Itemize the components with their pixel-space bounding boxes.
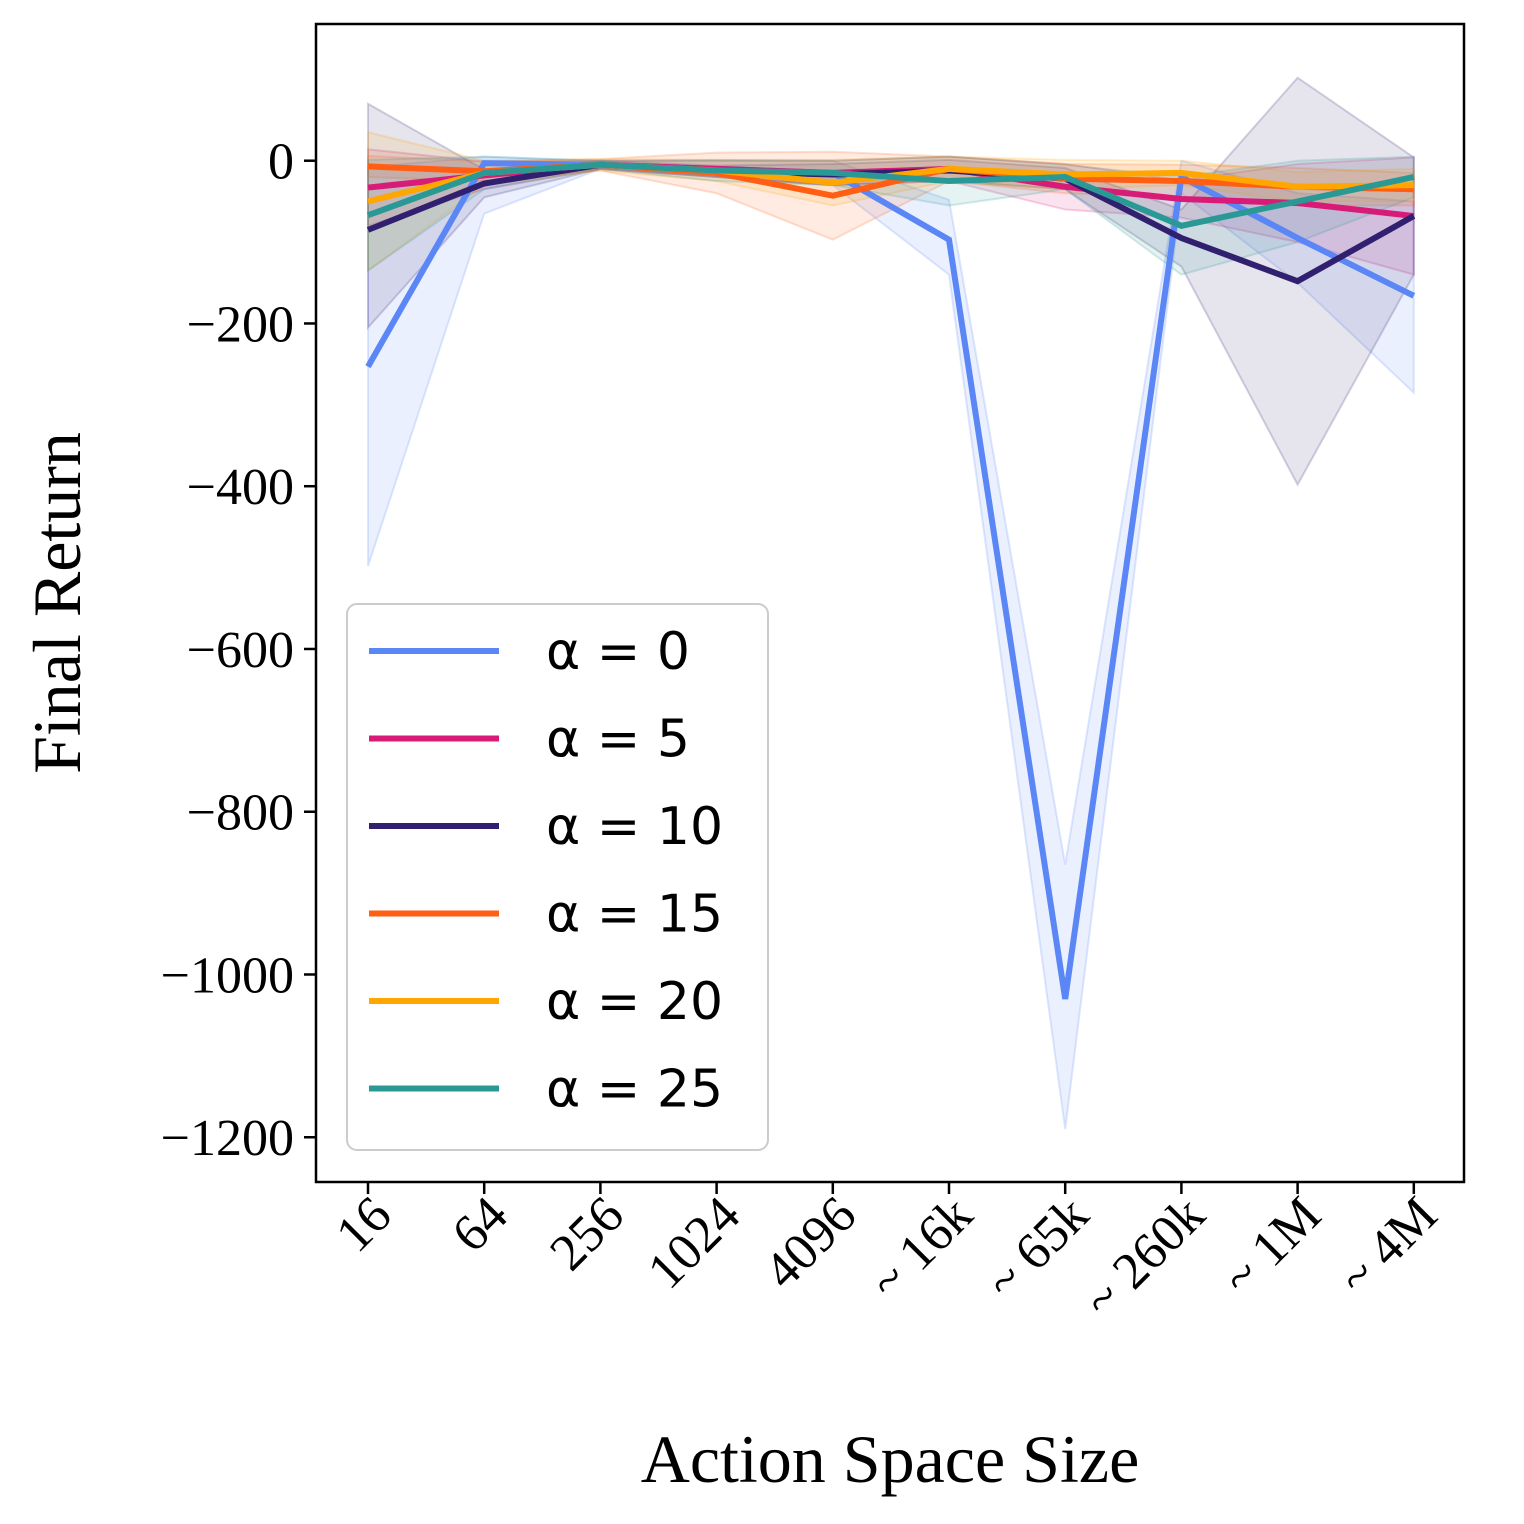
data-point-15-0	[365, 163, 371, 169]
y-axis-title: Final Return	[19, 432, 95, 774]
data-point-10-8	[1295, 278, 1301, 284]
data-point-5-0	[365, 185, 371, 191]
y-tick-label: −400	[187, 459, 294, 516]
data-point-5-7	[1178, 196, 1184, 202]
data-point-0-1	[481, 160, 487, 166]
data-point-25-4	[830, 170, 836, 176]
y-axis: 0 −200 −400 −600 −800 −1000 −1200	[161, 134, 316, 1167]
legend-label-15: α = 15	[546, 885, 723, 945]
series-line-0	[365, 160, 1416, 1000]
legend-label-5: α = 5	[546, 710, 690, 770]
y-tick-label: −1000	[161, 947, 294, 1004]
data-point-15-7	[1178, 178, 1184, 184]
data-point-20-8	[1295, 184, 1301, 190]
data-point-20-0	[365, 198, 371, 204]
data-point-10-1	[481, 180, 487, 186]
legend-label-25: α = 25	[546, 1060, 723, 1120]
legend: α = 0 α = 5 α = 10 α = 15 α = 20 α = 25	[346, 603, 769, 1151]
data-point-0-9	[1411, 293, 1417, 299]
data-point-25-1	[481, 170, 487, 176]
legend-label-20: α = 20	[546, 972, 723, 1032]
data-point-25-9	[1411, 174, 1417, 180]
data-point-0-8	[1295, 235, 1301, 241]
data-point-20-9	[1411, 182, 1417, 188]
data-point-25-2	[597, 162, 603, 168]
band-10	[367, 76, 1415, 487]
legend-label-0: α = 0	[546, 622, 690, 682]
data-point-20-4	[830, 180, 836, 186]
series-lines	[365, 160, 1417, 1002]
plot-frame	[314, 22, 1466, 1184]
data-point-25-5	[946, 178, 952, 184]
series-line-25	[366, 161, 1415, 229]
legend-label-10: α = 10	[546, 797, 723, 857]
data-point-25-6	[1062, 174, 1068, 180]
x-axis-title: Action Space Size	[641, 1421, 1140, 1497]
y-tick-label: 0	[268, 134, 294, 191]
data-point-20-7	[1178, 170, 1184, 176]
data-point-10-7	[1178, 235, 1184, 241]
data-point-5-6	[1062, 184, 1068, 190]
data-point-0-0	[365, 364, 371, 370]
data-point-0-5	[946, 237, 952, 243]
data-point-25-7	[1178, 223, 1184, 229]
y-tick-label: −800	[187, 785, 294, 842]
data-point-25-3	[714, 167, 720, 173]
data-point-15-4	[830, 193, 836, 199]
y-tick-label: −200	[187, 296, 294, 353]
data-point-10-0	[365, 227, 371, 233]
data-point-10-9	[1411, 213, 1417, 219]
data-point-0-6	[1062, 996, 1068, 1002]
data-point-25-8	[1295, 198, 1301, 204]
series-line-10	[366, 161, 1416, 285]
y-tick-label: −1200	[161, 1110, 294, 1167]
band-25	[367, 155, 1415, 276]
y-tick-label: −600	[187, 622, 294, 679]
data-point-25-0	[365, 212, 371, 218]
data-point-20-5	[946, 166, 952, 172]
